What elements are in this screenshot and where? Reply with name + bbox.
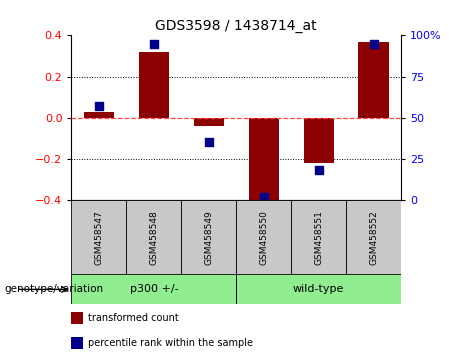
- Text: GSM458552: GSM458552: [369, 210, 378, 264]
- Text: p300 +/-: p300 +/-: [130, 284, 178, 295]
- Point: [315, 167, 322, 173]
- Text: GSM458547: GSM458547: [95, 210, 103, 264]
- Title: GDS3598 / 1438714_at: GDS3598 / 1438714_at: [155, 19, 317, 33]
- Bar: [71, 200, 126, 274]
- Bar: [248, 118, 279, 200]
- Bar: [181, 200, 236, 274]
- Point: [95, 103, 103, 109]
- Bar: [236, 274, 401, 304]
- Point: [150, 41, 158, 46]
- Bar: [71, 274, 236, 304]
- Text: GSM458549: GSM458549: [204, 210, 213, 264]
- Bar: [194, 118, 224, 126]
- Bar: [303, 118, 334, 163]
- Text: GSM458550: GSM458550: [259, 210, 268, 265]
- Bar: [71, 312, 83, 324]
- Bar: [346, 200, 401, 274]
- Bar: [126, 200, 181, 274]
- Point: [260, 194, 267, 200]
- Text: genotype/variation: genotype/variation: [5, 284, 104, 295]
- Bar: [236, 200, 291, 274]
- Bar: [139, 52, 169, 118]
- Bar: [359, 41, 389, 118]
- Text: percentile rank within the sample: percentile rank within the sample: [88, 338, 253, 348]
- Bar: [291, 200, 346, 274]
- Bar: [84, 112, 114, 118]
- Text: wild-type: wild-type: [293, 284, 344, 295]
- Point: [205, 139, 213, 145]
- Text: transformed count: transformed count: [88, 313, 179, 323]
- Text: GSM458548: GSM458548: [149, 210, 159, 264]
- Bar: [71, 337, 83, 349]
- Text: GSM458551: GSM458551: [314, 210, 323, 265]
- Point: [370, 41, 377, 46]
